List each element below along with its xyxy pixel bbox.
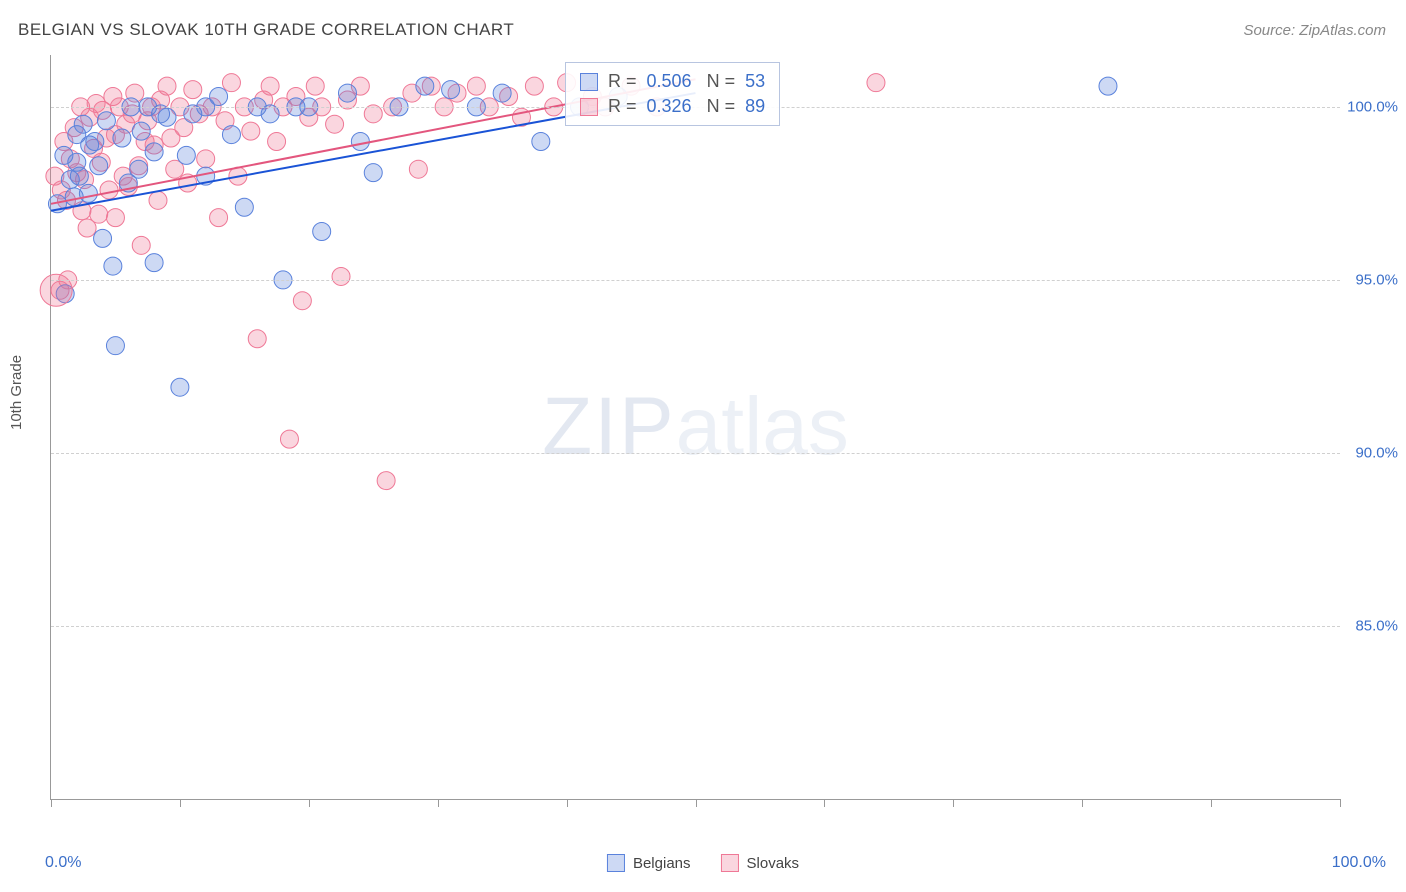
data-point — [100, 181, 118, 199]
chart-container: BELGIAN VS SLOVAK 10TH GRADE CORRELATION… — [0, 0, 1406, 892]
data-point — [171, 378, 189, 396]
legend-label-slovaks: Slovaks — [747, 855, 800, 872]
data-point — [132, 236, 150, 254]
stats-swatch-slovaks — [580, 98, 598, 116]
legend-item-slovaks: Slovaks — [721, 854, 800, 872]
data-point — [532, 133, 550, 151]
data-point — [364, 164, 382, 182]
stats-box: R = 0.506 N = 53 R = 0.326 N = 89 — [565, 62, 780, 126]
data-point — [867, 74, 885, 92]
legend: Belgians Slovaks — [607, 854, 799, 872]
data-point — [280, 430, 298, 448]
data-point — [97, 112, 115, 130]
ytick-label: 100.0% — [1347, 98, 1398, 115]
data-point — [132, 122, 150, 140]
data-point — [74, 115, 92, 133]
data-point — [145, 254, 163, 272]
data-point — [377, 472, 395, 490]
data-point — [79, 184, 97, 202]
legend-label-belgians: Belgians — [633, 855, 691, 872]
data-point — [106, 209, 124, 227]
ytick-label: 85.0% — [1355, 617, 1398, 634]
data-point — [86, 133, 104, 151]
data-point — [332, 267, 350, 285]
stats-swatch-belgians — [580, 73, 598, 91]
ytick-label: 90.0% — [1355, 444, 1398, 461]
xaxis-label-max: 100.0% — [1332, 854, 1386, 872]
data-point — [306, 77, 324, 95]
data-point — [197, 150, 215, 168]
plot-area: ZIPatlas 85.0%90.0%95.0%100.0% — [50, 55, 1340, 800]
data-point — [210, 209, 228, 227]
data-point — [268, 133, 286, 151]
data-point — [177, 146, 195, 164]
data-point — [158, 77, 176, 95]
data-point — [130, 160, 148, 178]
data-point — [242, 122, 260, 140]
data-point — [222, 74, 240, 92]
data-point — [106, 337, 124, 355]
data-point — [222, 126, 240, 144]
data-point — [261, 77, 279, 95]
source-label: Source: ZipAtlas.com — [1243, 22, 1386, 39]
legend-swatch-slovaks — [721, 854, 739, 872]
ytick-label: 95.0% — [1355, 271, 1398, 288]
data-point — [70, 167, 88, 185]
data-point — [467, 77, 485, 95]
data-point — [409, 160, 427, 178]
data-point — [210, 88, 228, 106]
data-point — [326, 115, 344, 133]
data-point — [338, 84, 356, 102]
stats-r-slovaks: 0.326 — [647, 96, 692, 117]
legend-swatch-belgians — [607, 854, 625, 872]
legend-item-belgians: Belgians — [607, 854, 691, 872]
data-point — [416, 77, 434, 95]
data-point — [351, 133, 369, 151]
data-point — [442, 81, 460, 99]
plot-svg — [51, 55, 1340, 799]
stats-n-belgians: 53 — [745, 71, 765, 92]
data-point — [313, 222, 331, 240]
data-point — [145, 143, 163, 161]
data-point — [90, 205, 108, 223]
data-point — [1099, 77, 1117, 95]
data-point — [184, 81, 202, 99]
data-point — [293, 292, 311, 310]
stats-r-belgians: 0.506 — [647, 71, 692, 92]
yaxis-title: 10th Grade — [8, 355, 25, 430]
xaxis-label-min: 0.0% — [45, 854, 81, 872]
data-point — [113, 129, 131, 147]
data-point — [235, 198, 253, 216]
data-point — [493, 84, 511, 102]
data-point — [248, 330, 266, 348]
stats-n-slovaks: 89 — [745, 96, 765, 117]
data-point — [149, 191, 167, 209]
stats-row-belgians: R = 0.506 N = 53 — [580, 69, 765, 94]
data-point — [90, 157, 108, 175]
stats-row-slovaks: R = 0.326 N = 89 — [580, 94, 765, 119]
data-point — [525, 77, 543, 95]
data-point — [104, 257, 122, 275]
data-point — [158, 108, 176, 126]
chart-title: BELGIAN VS SLOVAK 10TH GRADE CORRELATION… — [18, 20, 514, 40]
data-point — [94, 229, 112, 247]
